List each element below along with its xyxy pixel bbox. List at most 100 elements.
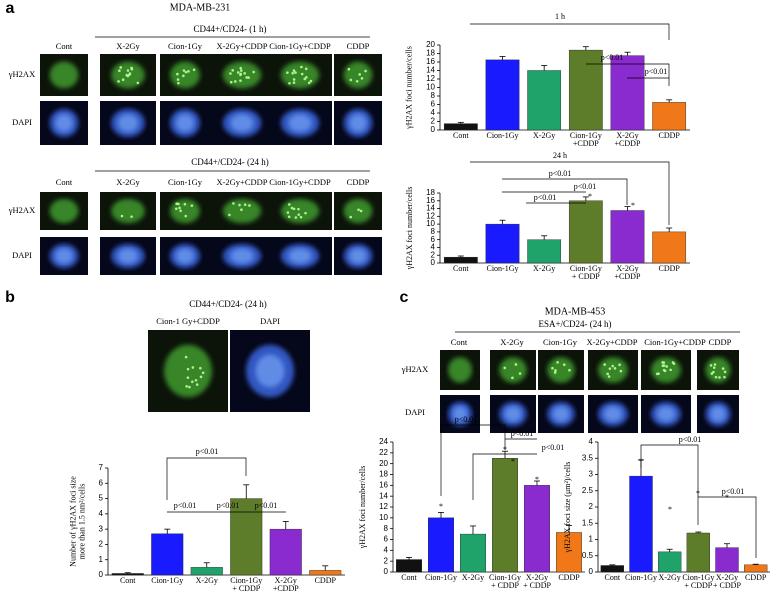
nucleus <box>598 357 628 383</box>
bar <box>443 123 478 131</box>
group-title: CD44+/CD24- (24 h) <box>189 299 267 309</box>
y-axis-label: γH2AX foci number/cells <box>357 465 367 549</box>
bar <box>527 70 562 131</box>
nucleus <box>49 198 79 224</box>
column-header: CDDP <box>709 337 732 347</box>
y-axis-label-box: γH2AX foci number/cells <box>357 465 367 549</box>
focus <box>618 363 621 367</box>
focus <box>671 361 675 364</box>
y-tick-label: 22 <box>379 448 388 457</box>
focus <box>176 72 179 76</box>
x-tick-label-box: CDDP <box>558 574 579 582</box>
focus <box>553 371 557 374</box>
focus <box>247 76 250 79</box>
focus <box>248 204 251 207</box>
y-tick-label: 8 <box>384 524 389 533</box>
focus <box>236 71 240 74</box>
y-tick-label: 0 <box>431 258 436 267</box>
nucleus-core <box>176 248 194 264</box>
focus <box>304 211 307 215</box>
nucleus <box>448 357 472 383</box>
focus <box>551 366 554 370</box>
focus <box>657 372 660 375</box>
annotation: p<0.01 <box>574 182 597 191</box>
y-tick-label: 2 <box>99 540 104 549</box>
y-tick-label: 4 <box>431 108 436 117</box>
panel-label: a <box>6 0 15 17</box>
focus <box>130 67 134 71</box>
bar <box>568 200 603 264</box>
x-tick-label: Cion-1Gy <box>624 574 657 582</box>
x-tick-label: X-2Gy + CDDP <box>713 574 741 591</box>
x-tick-label: CDDP <box>744 574 767 582</box>
x-tick-label: Cont <box>453 132 469 140</box>
bar <box>658 551 682 573</box>
focus <box>714 375 718 379</box>
x-tick-label: Cion-1Gy +CDDP <box>569 132 602 149</box>
y-tick-label: 2 <box>431 117 436 126</box>
focus <box>300 72 304 76</box>
nucleus <box>343 198 373 224</box>
focus <box>710 372 714 375</box>
focus <box>349 78 353 82</box>
focus <box>130 215 133 218</box>
annotation: p<0.01 <box>534 193 557 202</box>
y-tick-label: 10 <box>426 83 435 92</box>
column-header: X-2Gy <box>500 337 524 347</box>
focus <box>669 368 672 372</box>
nucleus <box>49 61 79 89</box>
x-tick-label-box: Cion-1Gy + CDDP <box>489 574 521 590</box>
column-header: X-2Gy <box>116 41 140 51</box>
annotation: p<0.01 <box>601 53 624 62</box>
annotation: p<0.01 <box>542 443 565 452</box>
focus <box>712 370 715 374</box>
focus <box>721 367 725 370</box>
x-tick-label-box: X-2Gy +CDDP <box>615 132 641 148</box>
focus <box>303 77 307 81</box>
focus <box>358 73 361 76</box>
row-label: γH2AX <box>8 69 35 79</box>
column-header: Cion-1Gy <box>543 337 578 347</box>
focus <box>613 367 617 370</box>
bar <box>600 565 624 573</box>
focus <box>191 380 194 384</box>
focus <box>239 72 243 76</box>
y-tick-label: 7 <box>99 463 104 472</box>
bar <box>524 485 551 573</box>
y-tick-label: 2.5 <box>582 486 594 495</box>
y-tick-label: 10 <box>426 219 435 228</box>
focus <box>665 365 669 368</box>
focus <box>228 213 231 217</box>
y-tick-label: 6 <box>384 535 389 544</box>
focus <box>347 67 351 71</box>
x-tick-label: CDDP <box>314 577 336 585</box>
row-label: γH2AX <box>401 364 428 374</box>
bar <box>428 517 455 573</box>
bar <box>230 498 263 576</box>
annotation: p<0.01 <box>511 429 534 438</box>
y-tick-label: 2 <box>384 556 389 565</box>
focus <box>290 206 294 210</box>
group-title: CD44+/CD24- (24 h) <box>191 157 269 167</box>
focus <box>360 77 364 80</box>
nucleus-core <box>55 248 73 264</box>
focus <box>245 76 248 79</box>
y-axis-label-box: γH2AX foci number/cells <box>405 46 414 129</box>
x-tick-label-box: Cont <box>120 577 136 585</box>
significance-bracket <box>586 63 670 86</box>
bar <box>309 570 342 576</box>
x-tick-label-box: Cion-1Gy <box>624 574 657 582</box>
x-tick-label: X-2Gy <box>195 577 218 585</box>
focus <box>606 372 609 376</box>
focus <box>121 78 125 82</box>
y-tick-label: 8 <box>431 227 436 236</box>
focus <box>174 207 178 211</box>
focus <box>126 69 130 72</box>
focus <box>299 215 303 219</box>
significance-bracket <box>440 424 506 496</box>
focus <box>292 69 296 72</box>
x-tick-label-box: Cion-1Gy + CDDP <box>570 265 602 281</box>
focus <box>184 70 188 74</box>
